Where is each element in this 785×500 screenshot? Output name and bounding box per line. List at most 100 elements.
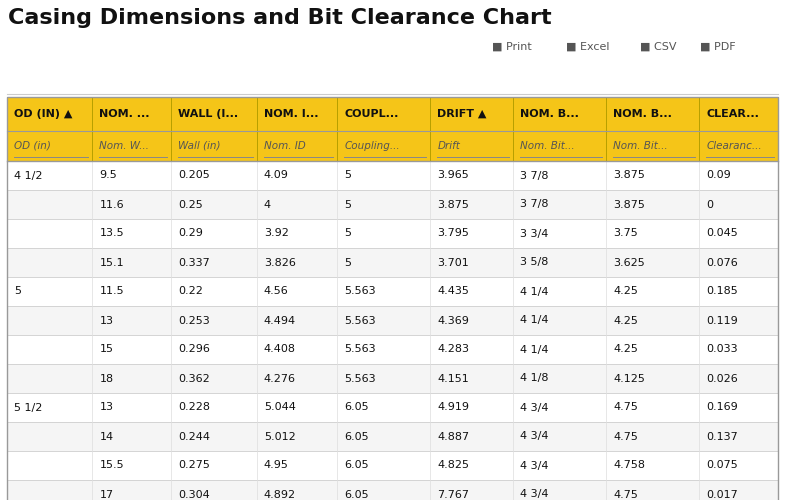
Text: 5: 5 bbox=[345, 170, 352, 180]
Text: 0.362: 0.362 bbox=[178, 374, 210, 384]
Text: 0.296: 0.296 bbox=[178, 344, 210, 354]
Bar bbox=[93, 131, 171, 161]
Text: Nom. Bit...: Nom. Bit... bbox=[520, 141, 575, 151]
Text: 0: 0 bbox=[706, 200, 714, 209]
Bar bbox=[7, 451, 778, 480]
Text: 15.1: 15.1 bbox=[100, 258, 124, 268]
Text: 3.875: 3.875 bbox=[613, 170, 645, 180]
Text: 4 1/4: 4 1/4 bbox=[520, 286, 549, 296]
Text: 4.276: 4.276 bbox=[264, 374, 296, 384]
Bar bbox=[430, 97, 513, 131]
Text: 4.25: 4.25 bbox=[613, 316, 638, 326]
Text: 3.875: 3.875 bbox=[437, 200, 469, 209]
Text: 0.137: 0.137 bbox=[706, 432, 738, 442]
Text: 0.026: 0.026 bbox=[706, 374, 738, 384]
Text: 5.044: 5.044 bbox=[264, 402, 296, 412]
Text: Wall (in): Wall (in) bbox=[178, 141, 221, 151]
Bar bbox=[430, 131, 513, 161]
Text: 0.185: 0.185 bbox=[706, 286, 738, 296]
Text: 0.017: 0.017 bbox=[706, 490, 738, 500]
Text: 4 3/4: 4 3/4 bbox=[520, 460, 549, 470]
Text: 5.563: 5.563 bbox=[345, 374, 376, 384]
Text: 0.045: 0.045 bbox=[706, 228, 738, 238]
Text: 0.228: 0.228 bbox=[178, 402, 210, 412]
Text: 4.09: 4.09 bbox=[264, 170, 289, 180]
Text: 0.09: 0.09 bbox=[706, 170, 731, 180]
Text: ■ Print: ■ Print bbox=[492, 42, 531, 52]
Text: 4.435: 4.435 bbox=[437, 286, 469, 296]
Text: 0.119: 0.119 bbox=[706, 316, 738, 326]
Text: 5.563: 5.563 bbox=[345, 286, 376, 296]
Text: 17: 17 bbox=[100, 490, 114, 500]
Text: 0.253: 0.253 bbox=[178, 316, 210, 326]
Bar bbox=[7, 219, 778, 248]
Text: 4: 4 bbox=[264, 200, 271, 209]
Text: 6.05: 6.05 bbox=[345, 432, 369, 442]
Text: 13.5: 13.5 bbox=[100, 228, 124, 238]
Text: 4.25: 4.25 bbox=[613, 344, 638, 354]
Bar bbox=[93, 97, 171, 131]
Bar bbox=[606, 131, 699, 161]
Text: 4.494: 4.494 bbox=[264, 316, 296, 326]
Bar bbox=[7, 335, 778, 364]
Text: 0.275: 0.275 bbox=[178, 460, 210, 470]
Text: CLEAR...: CLEAR... bbox=[706, 109, 759, 119]
Bar bbox=[257, 131, 338, 161]
Text: 5.012: 5.012 bbox=[264, 432, 295, 442]
Text: 9.5: 9.5 bbox=[100, 170, 117, 180]
Text: 0.25: 0.25 bbox=[178, 200, 203, 209]
Text: 3.701: 3.701 bbox=[437, 258, 469, 268]
Text: 7.767: 7.767 bbox=[437, 490, 469, 500]
Bar bbox=[171, 131, 257, 161]
Text: 4.283: 4.283 bbox=[437, 344, 469, 354]
Text: 4 1/2: 4 1/2 bbox=[14, 170, 42, 180]
Text: 0.22: 0.22 bbox=[178, 286, 203, 296]
Text: 4 3/4: 4 3/4 bbox=[520, 432, 549, 442]
Bar bbox=[7, 97, 93, 131]
Bar bbox=[513, 131, 606, 161]
Text: 6.05: 6.05 bbox=[345, 402, 369, 412]
Bar bbox=[338, 131, 430, 161]
Bar bbox=[7, 248, 778, 277]
Text: 11.6: 11.6 bbox=[100, 200, 124, 209]
Text: NOM. B...: NOM. B... bbox=[520, 109, 579, 119]
Text: 4 1/4: 4 1/4 bbox=[520, 316, 549, 326]
Text: 4.408: 4.408 bbox=[264, 344, 296, 354]
Text: 3 3/4: 3 3/4 bbox=[520, 228, 549, 238]
Bar bbox=[171, 97, 257, 131]
Text: 11.5: 11.5 bbox=[100, 286, 124, 296]
Text: 3 7/8: 3 7/8 bbox=[520, 170, 549, 180]
Text: 13: 13 bbox=[100, 316, 114, 326]
Bar bbox=[338, 97, 430, 131]
Text: 4.125: 4.125 bbox=[613, 374, 645, 384]
Text: 18: 18 bbox=[100, 374, 114, 384]
Text: 4 1/8: 4 1/8 bbox=[520, 374, 549, 384]
Bar bbox=[606, 97, 699, 131]
Text: NOM. ...: NOM. ... bbox=[100, 109, 150, 119]
Text: 15.5: 15.5 bbox=[100, 460, 124, 470]
Text: WALL (I...: WALL (I... bbox=[178, 109, 239, 119]
Bar bbox=[513, 97, 606, 131]
Text: 4.75: 4.75 bbox=[613, 402, 638, 412]
Text: 4.892: 4.892 bbox=[264, 490, 296, 500]
Bar bbox=[7, 190, 778, 219]
Text: 4.95: 4.95 bbox=[264, 460, 289, 470]
Text: OD (in): OD (in) bbox=[14, 141, 51, 151]
Text: Drift: Drift bbox=[437, 141, 460, 151]
Bar bbox=[7, 393, 778, 422]
Text: 4.369: 4.369 bbox=[437, 316, 469, 326]
Text: 0.205: 0.205 bbox=[178, 170, 210, 180]
Text: ■ CSV: ■ CSV bbox=[640, 42, 677, 52]
Text: 3.965: 3.965 bbox=[437, 170, 469, 180]
Text: 3.92: 3.92 bbox=[264, 228, 289, 238]
Text: 4.56: 4.56 bbox=[264, 286, 288, 296]
Text: 4.25: 4.25 bbox=[613, 286, 638, 296]
Text: 3.826: 3.826 bbox=[264, 258, 296, 268]
Text: 4.75: 4.75 bbox=[613, 490, 638, 500]
Text: COUPL...: COUPL... bbox=[345, 109, 399, 119]
Bar bbox=[699, 131, 778, 161]
Text: 4.919: 4.919 bbox=[437, 402, 469, 412]
Text: 3.75: 3.75 bbox=[613, 228, 638, 238]
Text: 5: 5 bbox=[345, 258, 352, 268]
Text: 4 3/4: 4 3/4 bbox=[520, 402, 549, 412]
